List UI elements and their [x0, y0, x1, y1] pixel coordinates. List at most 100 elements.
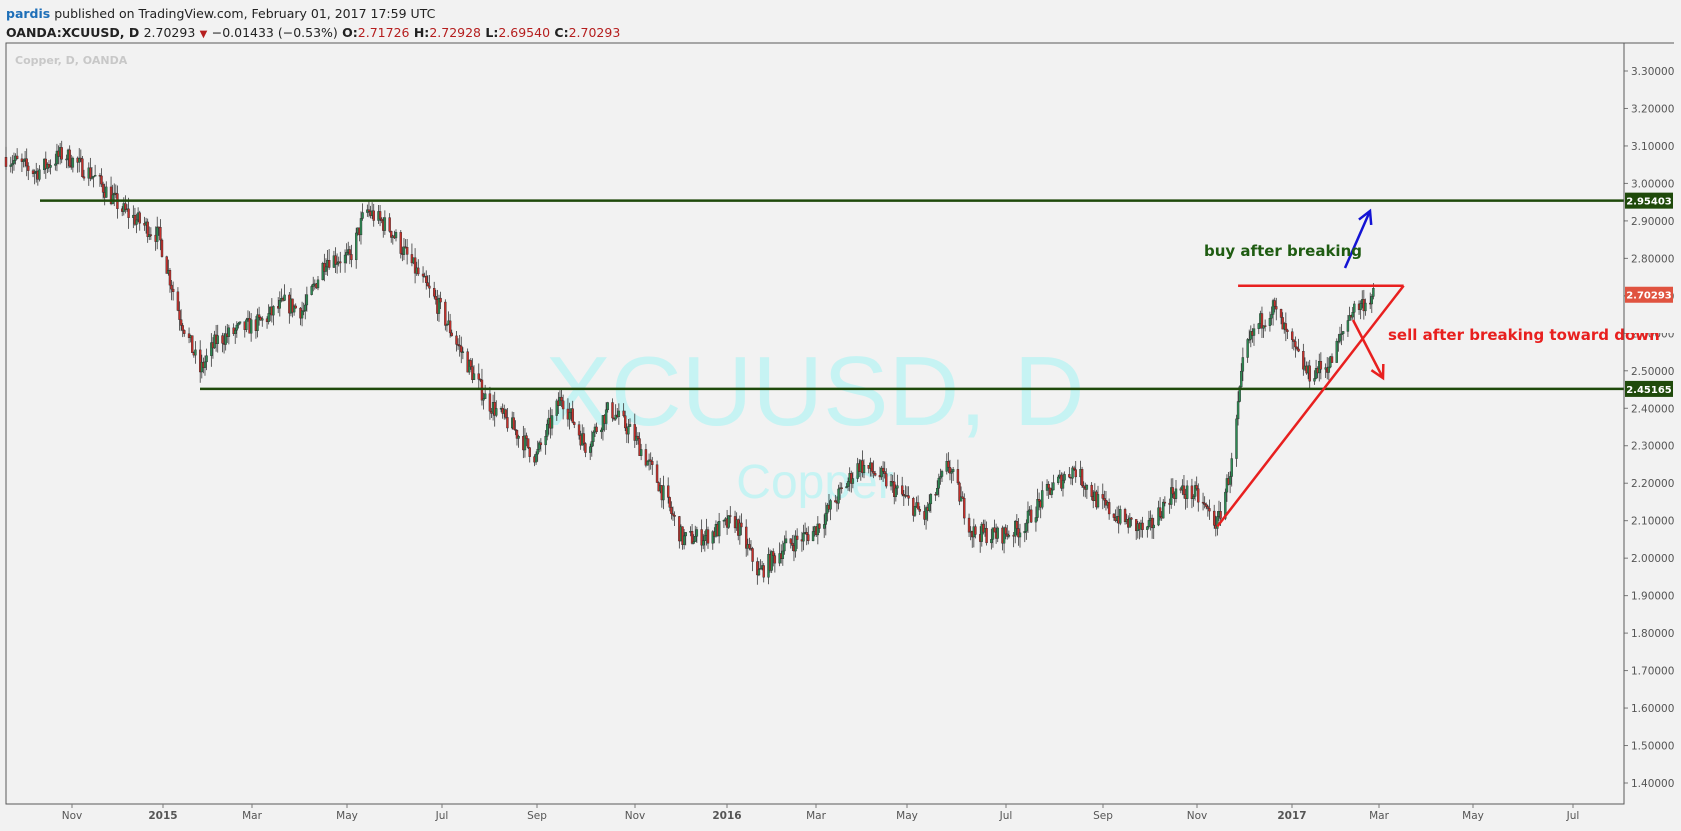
candle-down — [439, 297, 442, 303]
candle-down — [1319, 361, 1323, 370]
candle-up — [1364, 302, 1367, 312]
close-label: C: — [554, 25, 569, 40]
up-arrow-shaft[interactable] — [1343, 210, 1372, 269]
candle-up — [1152, 524, 1155, 529]
candle-down — [526, 438, 530, 448]
candle-down — [372, 210, 375, 221]
candle-down — [421, 273, 425, 277]
candle-up — [1257, 323, 1260, 329]
candle-down — [488, 393, 492, 412]
candle-up — [991, 527, 995, 540]
candle-down — [956, 469, 960, 484]
candle-down — [673, 514, 676, 517]
candle-down — [649, 459, 652, 462]
watermark-name: Copper — [736, 456, 893, 509]
candle-down — [772, 551, 775, 556]
candle-down — [1273, 300, 1276, 307]
candle-up — [695, 529, 699, 537]
candle-down — [958, 482, 961, 502]
candle-down — [807, 534, 810, 542]
candle-up — [9, 164, 12, 167]
candle-up — [234, 329, 237, 335]
candle-down — [611, 402, 614, 419]
candle-down — [1074, 469, 1077, 478]
candle-down — [257, 314, 261, 318]
candle-down — [380, 218, 383, 222]
candle-up — [1192, 496, 1195, 500]
candle-down — [681, 526, 684, 545]
candle-down — [455, 335, 458, 345]
candle-down — [512, 417, 515, 430]
candle-up — [345, 252, 348, 256]
candle-up — [93, 175, 97, 177]
chart-header: pardis published on TradingView.com, Feb… — [6, 4, 1666, 44]
candle-up — [203, 361, 207, 368]
candle-up — [54, 163, 57, 166]
candle-down — [1197, 488, 1200, 503]
candle-up — [1041, 490, 1044, 508]
down-triangle-icon: ▼ — [199, 29, 208, 40]
down-arrow-shaft[interactable] — [1351, 319, 1385, 379]
candle-up — [224, 333, 227, 345]
candle-up — [538, 442, 541, 450]
candle-down — [539, 442, 543, 446]
candle-down — [1297, 348, 1300, 352]
author-link[interactable]: pardis — [6, 6, 51, 21]
candle-up — [1353, 303, 1356, 313]
y-tick-label: 3.00000 — [1631, 178, 1674, 190]
candle-down — [584, 443, 587, 453]
candle-down — [471, 366, 474, 380]
candle-up — [928, 503, 931, 511]
candle-up — [694, 536, 697, 542]
candle-down — [100, 175, 103, 185]
candle-down — [221, 335, 224, 344]
candle-down — [1068, 474, 1071, 478]
candle-up — [1036, 499, 1039, 518]
candle-up — [1085, 484, 1089, 490]
candle-down — [390, 231, 393, 238]
candle-up — [65, 158, 68, 161]
candle-up — [940, 471, 944, 477]
candle-down — [291, 298, 294, 313]
candle-up — [383, 217, 387, 231]
candle-down — [15, 155, 19, 160]
candle-down — [670, 506, 673, 514]
candle-up — [1236, 401, 1240, 420]
candle-down — [327, 259, 331, 268]
x-tick-label: Sep — [527, 810, 547, 822]
candle-up — [437, 297, 441, 314]
plot-area[interactable] — [5, 42, 1625, 805]
candle-up — [646, 461, 649, 466]
candle-up — [692, 541, 695, 544]
candle-up — [324, 266, 328, 272]
last-price-label: 2.70293 — [1626, 291, 1672, 302]
candle-down — [671, 513, 675, 516]
candle-down — [514, 429, 517, 431]
candle-down — [1190, 485, 1194, 500]
candle-up — [1238, 386, 1241, 402]
candle-down — [4, 156, 8, 167]
candle-down — [1260, 313, 1264, 329]
candle-up — [959, 496, 963, 502]
candle-up — [639, 449, 643, 456]
candle-down — [477, 373, 480, 380]
x-tick-label: Jul — [999, 810, 1013, 822]
candle-up — [1225, 478, 1229, 493]
candle-up — [845, 486, 848, 489]
candle-up — [227, 327, 231, 337]
triangle-base-line[interactable] — [1216, 284, 1405, 528]
candle-down — [146, 221, 149, 237]
candle-up — [1174, 488, 1178, 499]
candle-down — [1195, 485, 1198, 489]
x-tick-label: May — [896, 810, 918, 822]
y-tick-label: 2.00000 — [1631, 553, 1674, 565]
x-tick-label: Nov — [625, 810, 646, 822]
price-axis-background — [1625, 43, 1681, 333]
candle-down — [756, 561, 759, 576]
candle-up — [312, 283, 315, 287]
candle-up — [939, 476, 942, 479]
candle-down — [469, 360, 473, 367]
y-tick-label: 1.80000 — [1631, 628, 1674, 640]
candle-up — [558, 396, 562, 406]
